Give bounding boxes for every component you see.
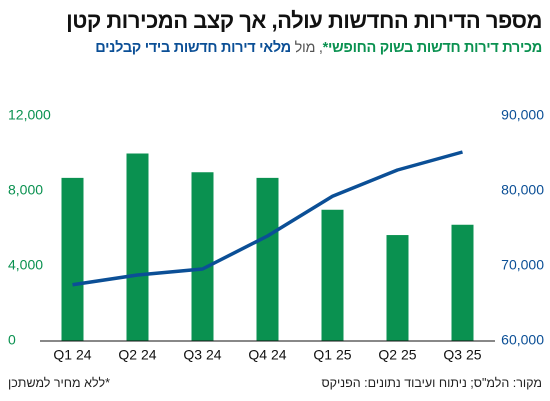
x-tick-label: Q3 25 [443, 347, 481, 363]
bar [386, 235, 409, 341]
line [72, 150, 463, 287]
subtitle-connector: , מול [294, 40, 323, 56]
bar [321, 209, 344, 341]
source: מקור: הלמ"ס; ניתוח ועיבוד נתונים: הפניקס [321, 376, 542, 390]
bar [191, 172, 214, 341]
bar [451, 224, 474, 341]
y2-tick-label: 90,000 [501, 107, 544, 123]
y-tick-label: 4,000 [8, 257, 43, 273]
y2-tick-label: 80,000 [501, 182, 544, 198]
x-tick-label: Q1 24 [53, 347, 91, 363]
chart-title: מספר הדירות החדשות עולה, אך קצב המכירות … [66, 8, 542, 33]
footnote: *ללא מחיר למשתכן [8, 376, 110, 390]
y2-tick-label: 60,000 [501, 332, 544, 348]
x-tick-label: Q2 25 [378, 347, 416, 363]
y-tick-label: 0 [8, 332, 16, 348]
y2-tick-label: 70,000 [501, 257, 544, 273]
x-tick-label: Q4 24 [248, 347, 286, 363]
subtitle: מכירת דירות חדשות בשוק החופשי*, מול מלאי… [8, 40, 542, 56]
y-tick-label: 8,000 [8, 182, 43, 198]
header: מספר הדירות החדשות עולה, אך קצב המכירות … [8, 8, 542, 56]
legend-entry: מלאי דירות חדשות בידי קבלנים [95, 40, 291, 56]
bar [126, 153, 149, 341]
bar [61, 177, 84, 341]
x-tick-label: Q1 25 [313, 347, 351, 363]
x-tick-label: Q2 24 [118, 347, 156, 363]
x-tick-label: Q3 24 [183, 347, 221, 363]
y-tick-label: 12,000 [8, 107, 51, 123]
bar [256, 177, 279, 341]
legend-entry: מכירת דירות חדשות בשוק החופשי* [322, 40, 543, 56]
